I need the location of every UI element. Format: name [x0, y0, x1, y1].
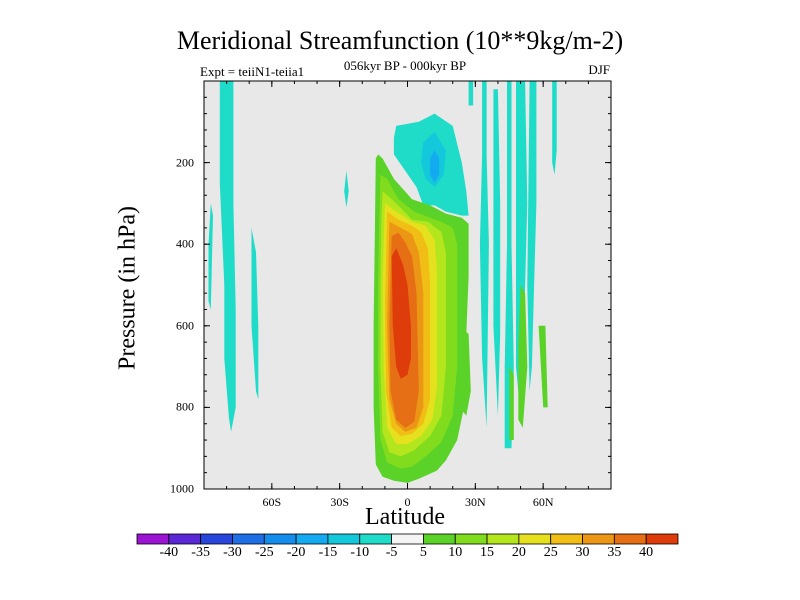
contour-region [430, 150, 440, 183]
colorbar-level-label: -20 [286, 545, 306, 560]
contour-region [391, 248, 411, 379]
y-tick-label: 600 [176, 318, 194, 333]
colorbar-swatch [391, 533, 424, 545]
contour-region [493, 89, 501, 416]
colorbar-level-label: -25 [254, 545, 274, 560]
chart-subtitle: 056kyr BP - 000kyr BP [343, 58, 467, 73]
colorbar-swatch [136, 533, 170, 545]
colorbar-level-label: 35 [607, 545, 622, 560]
colorbar-swatch [613, 533, 647, 545]
colorbar-level-label: 20 [511, 545, 526, 560]
contour-region [208, 203, 213, 310]
x-tick-label: 60N [532, 495, 554, 509]
contour-region [516, 81, 528, 416]
colorbar-swatch [423, 533, 456, 545]
season-label: DJF [588, 62, 610, 77]
colorbar-level-label: -35 [191, 545, 210, 560]
colorbar-swatch [359, 533, 392, 545]
colorbar-level-label: 5 [419, 545, 427, 560]
colorbar-swatch [486, 533, 520, 545]
contour-fill-layer [208, 81, 557, 483]
contour-region [479, 81, 489, 428]
y-tick-label: 800 [176, 399, 194, 414]
colorbar-level-label: 10 [448, 545, 463, 560]
contour-region [552, 81, 557, 175]
chart-title: Meridional Streamfunction (10**9kg/m-2) [176, 26, 624, 55]
colorbar-level-label: -30 [223, 545, 242, 560]
contour-region [509, 366, 514, 440]
x-tick-label: 0 [404, 495, 411, 509]
contour-region [504, 81, 514, 449]
colorbar [136, 533, 679, 545]
colorbar-swatch [550, 533, 583, 545]
colorbar-swatch [168, 533, 202, 545]
colorbar-level-label: -10 [350, 545, 370, 560]
plot-frame [203, 80, 612, 490]
contour-region [344, 170, 349, 208]
x-tick-label: 30N [464, 495, 486, 509]
colorbar-swatch [295, 533, 329, 545]
x-tick-label: 60S [262, 495, 282, 509]
colorbar-swatch [645, 533, 679, 545]
colorbar-level-label: 40 [639, 545, 654, 560]
y-tick-label: 200 [176, 155, 194, 170]
y-tick-label: 400 [176, 236, 194, 251]
experiment-label: Expt = teiiN1-teiia1 [200, 64, 305, 79]
colorbar-swatch [327, 533, 361, 545]
contour-region [459, 325, 471, 416]
contour-region [468, 81, 474, 106]
contour-region [518, 285, 528, 428]
x-axis-label: Latitude [365, 504, 445, 530]
colorbar-swatch [263, 533, 297, 545]
colorbar-swatch [454, 533, 488, 545]
colorbar-swatch [232, 533, 265, 545]
colorbar-level-label: -40 [159, 545, 179, 560]
contour-region [538, 325, 548, 408]
colorbar-swatch [518, 533, 552, 545]
colorbar-level-label: 15 [480, 545, 495, 560]
colorbar-level-label: 30 [575, 545, 590, 560]
x-tick-label: 30S [330, 495, 349, 509]
colorbar-swatch [582, 533, 615, 545]
contour-region [251, 227, 259, 400]
colorbar-swatch [200, 533, 233, 545]
colorbar-level-label: -5 [385, 545, 398, 560]
y-tick-label: 1000 [170, 481, 194, 496]
colorbar-level-label: -15 [318, 545, 338, 560]
contour-region [527, 81, 537, 392]
y-axis-label: Pressure (in hPa) [114, 206, 141, 370]
colorbar-level-label: 25 [543, 545, 558, 560]
contour-region [219, 81, 236, 432]
